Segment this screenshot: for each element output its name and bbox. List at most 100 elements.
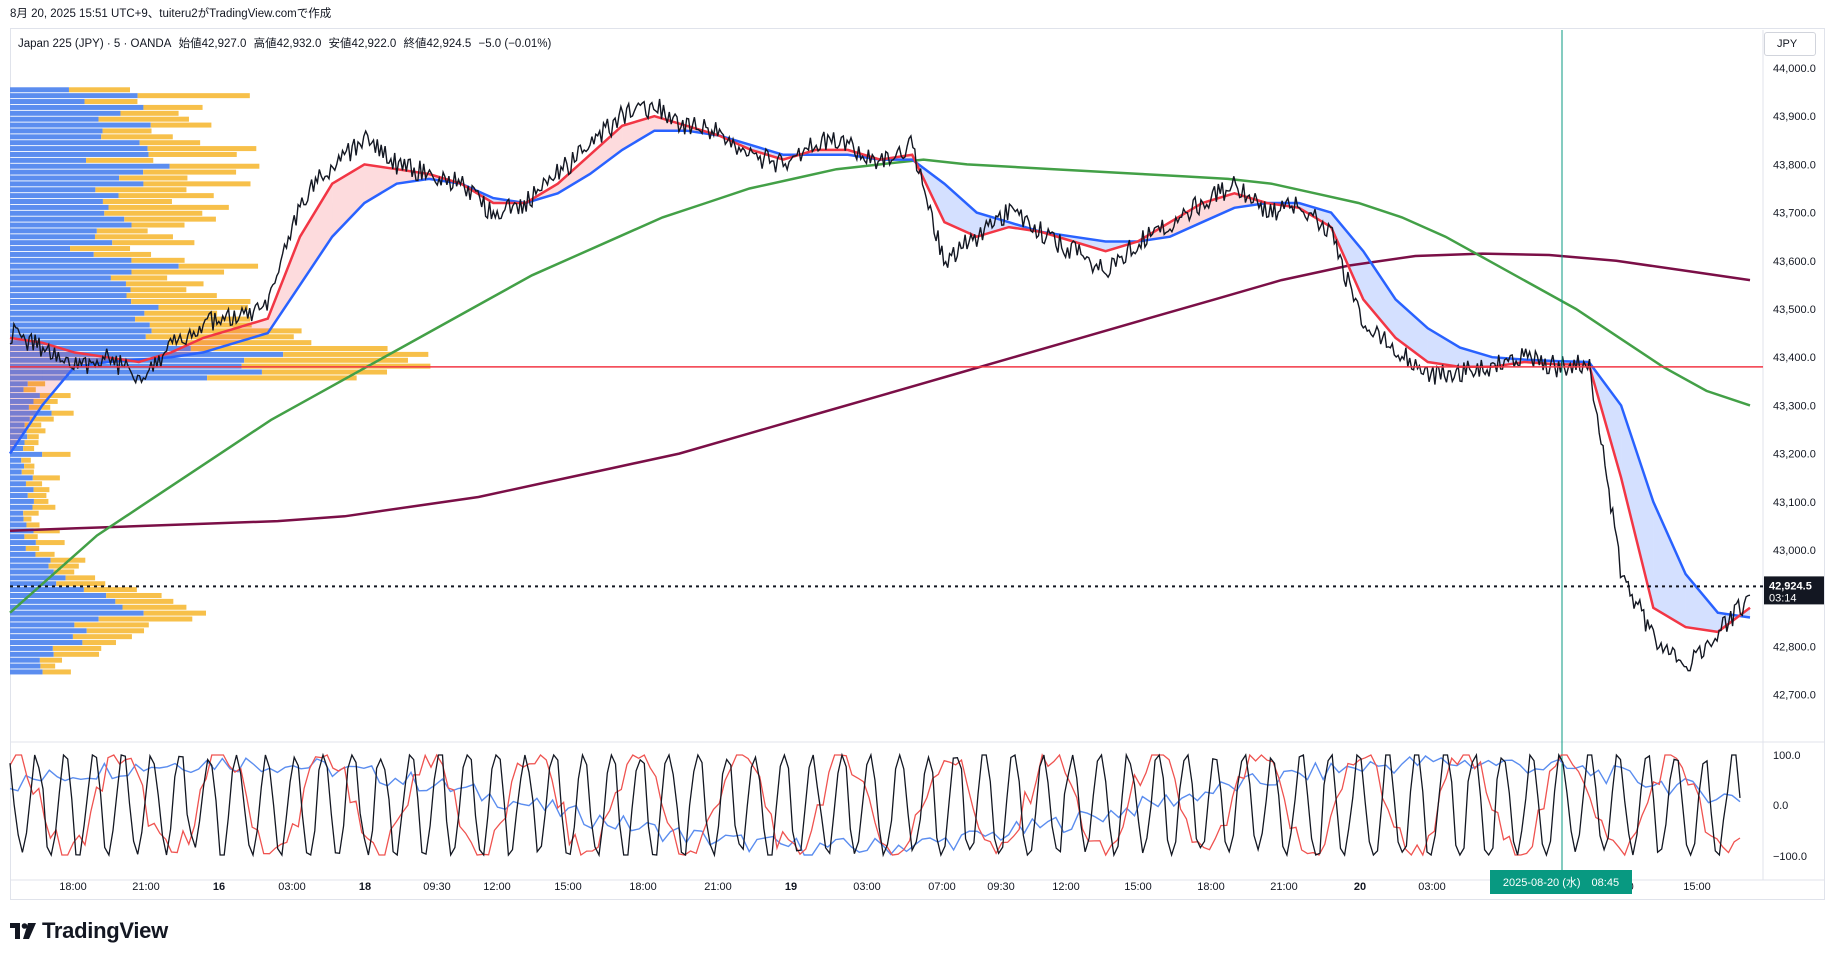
last-price-label: 42,924.5: [1769, 580, 1812, 592]
volume-bar-up: [10, 516, 24, 522]
volume-bar-down: [118, 193, 214, 199]
volume-bar-up: [10, 328, 152, 334]
volume-bar-down: [23, 516, 32, 522]
volume-bar-up: [10, 128, 103, 134]
volume-bar-down: [143, 169, 237, 175]
price-axis: 44,000.0 43,900.0 43,800.0 43,700.0 43,600.0…: [1764, 63, 1824, 702]
volume-bar-down: [24, 534, 38, 540]
volume-bar-up: [10, 387, 24, 393]
symbol-name[interactable]: Japan 225 (JPY) · 5 · OANDA: [18, 38, 172, 50]
volume-bar-up: [10, 234, 95, 240]
volume-bar-up: [10, 110, 121, 116]
volume-bar-up: [10, 640, 83, 646]
volume-bar-up: [10, 604, 123, 610]
volume-bar-down: [42, 451, 71, 457]
ma-cloud-fill: [590, 125, 623, 175]
volume-bar-up: [10, 87, 69, 93]
time-tick-label: 03:00: [1418, 881, 1446, 893]
last-price-box: [1764, 576, 1824, 605]
volume-bar-down: [65, 575, 96, 581]
oscillator-main-line: [9, 752, 1741, 858]
volume-bar-down: [98, 616, 193, 622]
volume-bar-down: [52, 645, 102, 651]
ma-cloud-fill: [300, 183, 333, 285]
time-tick-label: 21:00: [132, 881, 160, 893]
currency-button[interactable]: JPY: [1764, 32, 1816, 56]
volume-bar-up: [10, 551, 36, 557]
symbol-legend[interactable]: Japan 225 (JPY) · 5 · OANDA 始値42,927.0 高…: [18, 35, 555, 51]
volume-bar-down: [26, 428, 46, 434]
volume-bar-up: [10, 181, 144, 187]
time-tick-label: 18:00: [1197, 881, 1225, 893]
volume-bar-down: [158, 304, 249, 310]
volume-bar-up: [10, 116, 99, 122]
volume-bar-down: [283, 351, 429, 357]
volume-bar-up: [10, 422, 25, 428]
volume-bar-up: [10, 140, 140, 146]
overlays: [10, 30, 1763, 880]
volume-bar-up: [10, 463, 25, 469]
volume-bar-down: [27, 381, 46, 387]
oscillator-tick-label: 0.0: [1773, 800, 1788, 812]
volume-bar-down: [124, 216, 216, 222]
volume-bar-up: [10, 575, 66, 581]
volume-bar-down: [143, 181, 251, 187]
volume-bar-down: [110, 275, 168, 281]
ma-cloud-fill: [1331, 212, 1364, 300]
volume-bar-down: [143, 610, 207, 616]
volume-bar-up: [10, 634, 73, 640]
volume-bar-up: [10, 651, 54, 657]
volume-bar-up: [10, 504, 33, 510]
volume-bar-down: [35, 540, 65, 546]
volume-bar-up: [10, 199, 103, 205]
volume-bar-down: [108, 204, 229, 210]
volume-bar-down: [24, 422, 42, 428]
ma-cloud-fill: [267, 236, 300, 334]
volume-bar-down: [102, 128, 152, 134]
volume-bar-down: [131, 257, 185, 263]
volume-bar-up: [10, 151, 149, 157]
volume-bar-down: [130, 287, 187, 293]
volume-bar-down: [82, 640, 116, 646]
volume-bar-down: [35, 551, 55, 557]
volume-bar-down: [98, 116, 189, 122]
tradingview-logo[interactable]: TradingView: [10, 918, 168, 944]
volume-bar-up: [10, 540, 36, 546]
volume-bar-up: [10, 210, 105, 216]
volume-bar-up: [10, 445, 24, 451]
time-tick-label: 18:00: [629, 881, 657, 893]
volume-bar-down: [23, 445, 35, 451]
price-tick-label: 43,100.0: [1773, 497, 1816, 509]
volume-bar-down: [94, 234, 173, 240]
volume-bar-up: [10, 375, 208, 381]
time-tick-label: 20: [1354, 881, 1366, 893]
volume-bar-down: [150, 122, 212, 128]
volume-bar-up: [10, 557, 51, 563]
volume-bar-down: [51, 410, 74, 416]
volume-bar-up: [10, 298, 132, 304]
ma-cloud-fill: [1395, 299, 1428, 363]
volume-bar-up: [10, 216, 125, 222]
volume-bar-down: [74, 622, 149, 628]
volume-bar-up: [10, 163, 170, 169]
volume-bar-up: [10, 146, 148, 152]
volume-bar-down: [95, 187, 187, 193]
volume-bar-down: [112, 240, 195, 246]
volume-bar-down: [32, 504, 56, 510]
volume-bar-down: [33, 487, 50, 493]
time-tick-label: 18: [359, 881, 371, 893]
time-axis: 18:00 21:00 16 03:00 18 09:30 12:00 15:00 18:00 2…: [59, 870, 1711, 894]
volume-bar-down: [190, 346, 388, 352]
volume-bar-down: [29, 416, 54, 422]
price-tick-label: 42,700.0: [1773, 690, 1816, 702]
ma-cloud-fill: [1621, 405, 1654, 608]
volume-bar-down: [207, 375, 357, 381]
price-tick-label: 43,200.0: [1773, 449, 1816, 461]
volume-bar-down: [72, 634, 132, 640]
volume-bar-up: [10, 93, 138, 99]
time-tick-label: 15:00: [1683, 881, 1711, 893]
volume-bar-down: [106, 592, 162, 598]
volume-bar-down: [23, 510, 39, 516]
time-tick-label: 19: [785, 881, 797, 893]
